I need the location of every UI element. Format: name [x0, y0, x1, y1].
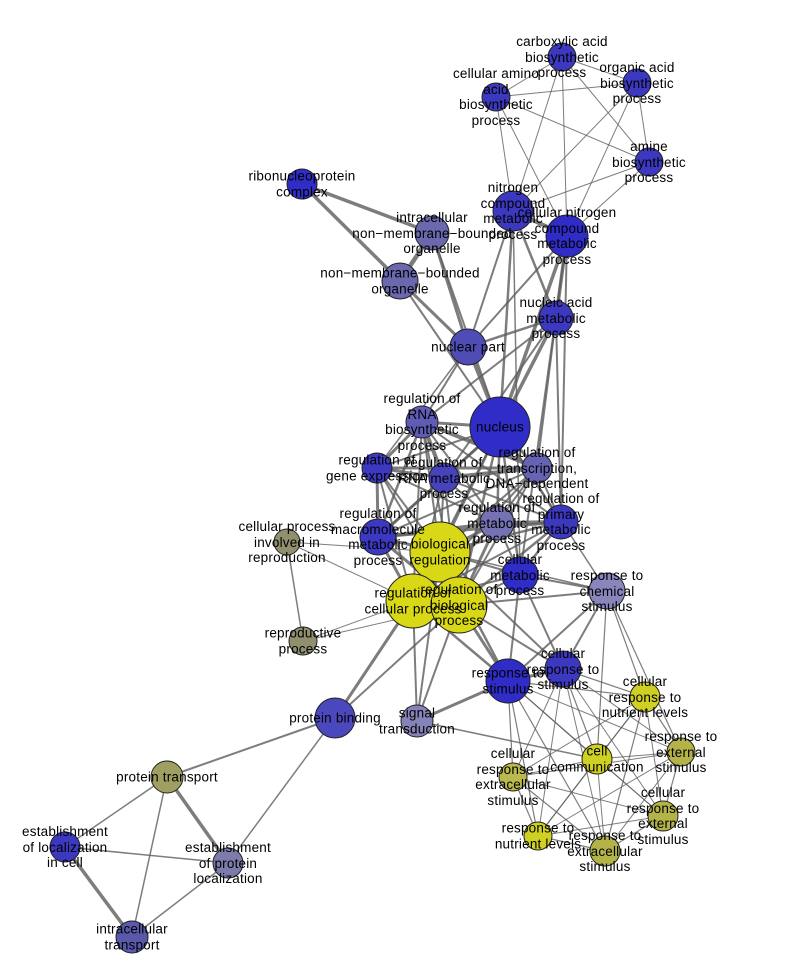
edge-cellular-amino-acid-biosynthetic-process--cellular-nitrogen-compound-metabolic-process [495, 96, 568, 237]
node-response-to-nutrient-levels[interactable] [523, 821, 553, 851]
edge-cellular-response-to-nutrient-levels--cellular-response-to-extracellular-stimulus [512, 696, 646, 778]
edge-ribonucleoprotein-complex--intracellular-non-membrane-bounded-organelle [301, 182, 433, 235]
edge-protein-transport--establishment-of-protein-localization [165, 775, 230, 865]
edge-cellular-response-to-external-stimulus--response-to-nutrient-levels [537, 815, 664, 837]
edge-response-to-stimulus--response-to-nutrient-levels [507, 680, 539, 837]
edge-response-to-stimulus--response-to-extracellular-stimulus [507, 680, 606, 852]
edge-cellular-response-to-extracellular-stimulus--cellular-response-to-external-stimulus [512, 776, 664, 817]
edge-ribonucleoprotein-complex--non-membrane-bounded-organelle [300, 182, 402, 283]
edge-response-to-external-stimulus--response-to-extracellular-stimulus [604, 751, 682, 852]
node-organic-acid-biosynthetic-process[interactable] [622, 68, 652, 98]
edge-cellular-nitrogen-compound-metabolic-process--regulation-of-primary-metabolic-process [560, 235, 568, 523]
node-nitrogen-compound-metabolic-process[interactable] [492, 190, 534, 232]
node-cellular-response-to-nutrient-levels[interactable] [629, 681, 661, 713]
edge-cellular-nitrogen-compound-metabolic-process--nucleus [498, 235, 569, 428]
edge-organic-acid-biosynthetic-process--cellular-nitrogen-compound-metabolic-process [566, 82, 638, 237]
edge-carboxylic-acid-biosynthetic-process--amine-biosynthetic-process [561, 56, 650, 163]
node-establishment-of-protein-localization[interactable] [212, 847, 244, 879]
node-regulation-of-transcription-dna-dependent[interactable] [521, 452, 553, 484]
edge-response-to-chemical-stimulus--cell-communication [596, 590, 608, 760]
node-protein-transport[interactable] [150, 760, 184, 794]
edge-response-to-chemical-stimulus--response-to-external-stimulus [606, 590, 682, 753]
edge-organic-acid-biosynthetic-process--nitrogen-compound-metabolic-process [512, 82, 638, 212]
edge-cellular-response-to-stimulus--cellular-response-to-extracellular-stimulus [512, 668, 564, 778]
node-regulation-of-rna-biosynthetic-process[interactable] [405, 405, 439, 439]
node-cellular-process-involved-in-reproduction[interactable] [273, 528, 301, 556]
edge-nitrogen-compound-metabolic-process--nucleus [498, 210, 515, 428]
node-amine-biosynthetic-process[interactable] [634, 147, 664, 177]
node-protein-binding[interactable] [314, 697, 356, 739]
node-cellular-nitrogen-compound-metabolic-process[interactable] [545, 214, 589, 258]
node-non-membrane-bounded-organelle[interactable] [381, 262, 419, 300]
node-establishment-of-localization-in-cell[interactable] [49, 831, 81, 863]
edge-establishment-of-protein-localization--intracellular-transport [131, 862, 229, 938]
edge-nucleic-acid-metabolic-process--regulation-of-transcription-dna-dependent [536, 317, 557, 469]
edge-carboxylic-acid-biosynthetic-process--nitrogen-compound-metabolic-process [512, 56, 563, 212]
node-cellular-metabolic-process[interactable] [501, 556, 539, 594]
node-regulation-of-rna-metabolic-process[interactable] [428, 462, 460, 494]
node-regulation-of-biological-process[interactable] [430, 576, 488, 634]
edge-cell-communication--signal-transduction [416, 720, 598, 760]
edge-regulation-of-rna-biosynthetic-process--regulation-of-cellular-process [412, 421, 423, 602]
edge-protein-transport--establishment-of-localization-in-cell [64, 776, 168, 848]
edge-cellular-response-to-stimulus--response-to-nutrient-levels [537, 668, 564, 837]
edge-protein-binding--establishment-of-protein-localization [227, 717, 336, 864]
edge-carboxylic-acid-biosynthetic-process--cellular-nitrogen-compound-metabolic-process [561, 56, 568, 237]
edge-regulation-of-transcription-dna-dependent--regulation-of-macromolecule-metabolic-process [377, 467, 538, 538]
node-nucleus[interactable] [469, 396, 531, 458]
edge-amine-biosynthetic-process--nitrogen-compound-metabolic-process [512, 161, 650, 212]
node-cellular-amino-acid-biosynthetic-process[interactable] [481, 82, 511, 112]
edge-cellular-response-to-extracellular-stimulus--response-to-extracellular-stimulus [512, 776, 606, 852]
edge-protein-transport--intracellular-transport [131, 776, 168, 938]
node-nucleic-acid-metabolic-process[interactable] [538, 300, 574, 336]
edge-regulation-of-primary-metabolic-process--regulation-of-macromolecule-metabolic-process [377, 520, 562, 539]
node-cellular-response-to-stimulus[interactable] [544, 650, 582, 688]
node-biological-regulation[interactable] [409, 521, 471, 583]
edge-cellular-amino-acid-biosynthetic-process--amine-biosynthetic-process [495, 96, 650, 163]
edge-regulation-of-rna-metabolic-process--regulation-of-primary-metabolic-process [443, 477, 562, 523]
edge-cellular-response-to-stimulus--cellular-response-to-external-stimulus [562, 668, 664, 817]
edge-regulation-of-rna-metabolic-process--regulation-of-transcription-dna-dependent [443, 466, 538, 480]
edge-response-to-chemical-stimulus--cellular-response-to-nutrient-levels [606, 590, 646, 698]
edge-nucleic-acid-metabolic-process--regulation-of-rna-biosynthetic-process [421, 317, 557, 423]
node-regulation-of-gene-expression[interactable] [361, 452, 393, 484]
edge-nucleic-acid-metabolic-process--regulation-of-primary-metabolic-process [555, 317, 562, 523]
node-cellular-response-to-external-stimulus[interactable] [647, 800, 679, 832]
node-cell-communication[interactable] [581, 743, 613, 775]
node-carboxylic-acid-biosynthetic-process[interactable] [547, 42, 577, 72]
node-ribonucleoprotein-complex[interactable] [286, 168, 318, 200]
edge-cellular-process-involved-in-reproduction--reproductive-process [286, 541, 304, 642]
node-reproductive-process[interactable] [288, 626, 318, 656]
node-intracellular-transport[interactable] [115, 920, 149, 954]
node-response-to-external-stimulus[interactable] [666, 737, 696, 767]
node-intracellular-non-membrane-bounded-organelle[interactable] [414, 215, 450, 251]
edge-establishment-of-localization-in-cell--establishment-of-protein-localization [64, 846, 229, 864]
node-regulation-of-primary-metabolic-process[interactable] [543, 504, 579, 540]
node-response-to-extracellular-stimulus[interactable] [589, 835, 621, 867]
edge-response-to-stimulus--response-to-external-stimulus [507, 680, 682, 753]
edge-nitrogen-compound-metabolic-process--nuclear-part [467, 210, 514, 348]
edge-cellular-response-to-nutrient-levels--response-to-extracellular-stimulus [604, 696, 646, 852]
edge-response-to-external-stimulus--response-to-nutrient-levels [537, 751, 682, 837]
node-response-to-stimulus[interactable] [485, 658, 531, 704]
edge-cellular-nitrogen-compound-metabolic-process--nuclear-part [467, 235, 568, 348]
edge-protein-binding--protein-transport [166, 717, 336, 778]
edge-cellular-nitrogen-compound-metabolic-process--cellular-metabolic-process [519, 235, 568, 576]
edge-regulation-of-gene-expression--regulation-of-metabolic-process [376, 467, 498, 524]
edge-cellular-amino-acid-biosynthetic-process--organic-acid-biosynthetic-process [495, 82, 638, 98]
node-cellular-response-to-extracellular-stimulus[interactable] [498, 762, 528, 792]
node-response-to-chemical-stimulus[interactable] [588, 572, 626, 610]
node-regulation-of-metabolic-process[interactable] [479, 505, 515, 541]
node-signal-transduction[interactable] [400, 704, 434, 738]
edge-establishment-of-localization-in-cell--intracellular-transport [63, 845, 134, 939]
node-nuclear-part[interactable] [449, 328, 487, 366]
node-regulation-of-macromolecule-metabolic-process[interactable] [359, 518, 397, 556]
edge-regulation-of-rna-biosynthetic-process--regulation-of-metabolic-process [421, 421, 498, 524]
edge-cell-communication--response-to-nutrient-levels [537, 758, 598, 837]
